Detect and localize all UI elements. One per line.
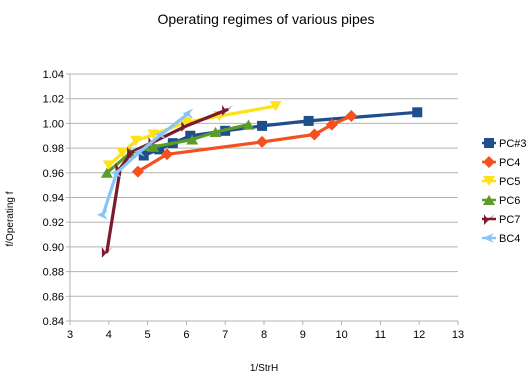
y-tick-label: 0.86 — [43, 291, 64, 303]
data-point — [325, 118, 338, 131]
data-point — [181, 120, 193, 132]
data-point — [257, 120, 268, 131]
series-line — [105, 108, 229, 254]
y-tick-label: 1.02 — [43, 94, 64, 106]
x-tick-label: 12 — [413, 329, 425, 341]
data-point — [269, 101, 282, 112]
legend-item: PC4 — [482, 156, 520, 169]
legend-label: PC#3 — [499, 138, 527, 150]
series-layer — [96, 101, 423, 258]
x-axis-title: 1/StrH — [250, 363, 278, 374]
y-tick-label: 0.90 — [43, 242, 64, 254]
data-point — [483, 156, 495, 168]
data-point — [182, 108, 194, 119]
legend-label: PC5 — [499, 176, 520, 188]
data-point — [127, 146, 139, 158]
data-point — [101, 246, 113, 258]
legend-label: PC6 — [499, 195, 520, 207]
data-point — [96, 209, 108, 220]
data-point — [308, 128, 321, 141]
data-point — [483, 176, 495, 186]
x-tick-label: 9 — [300, 329, 306, 341]
legend-label: BC4 — [499, 233, 520, 245]
data-point — [100, 167, 113, 178]
legend-item: PC#3 — [482, 138, 527, 150]
data-point — [131, 165, 144, 178]
x-tick-label: 8 — [261, 329, 267, 341]
legend-item: PC5 — [482, 176, 520, 188]
data-point — [102, 160, 115, 171]
legend-item: BC4 — [482, 233, 520, 245]
x-tick-label: 4 — [106, 329, 112, 341]
x-tick-label: 6 — [183, 329, 189, 341]
y-tick-label: 0.92 — [43, 217, 64, 229]
legend: PC#3 PC4 PC5 PC6 PC7 BC4 — [482, 138, 527, 245]
data-point — [484, 138, 494, 148]
legend-label: PC7 — [499, 214, 520, 226]
y-axis-title: f/Operating f — [5, 191, 16, 246]
chart-title: Operating regimes of various pipes — [157, 11, 374, 27]
y-tick-label: 1.00 — [43, 118, 64, 130]
data-point — [222, 104, 234, 116]
data-point — [147, 129, 160, 140]
data-point — [155, 129, 167, 140]
data-point — [180, 117, 193, 128]
data-point — [303, 115, 314, 126]
legend-item: PC7 — [482, 214, 520, 226]
data-point — [116, 148, 129, 159]
data-point — [161, 148, 173, 161]
y-tick-label: 0.94 — [43, 193, 64, 205]
y-tick-label: 0.84 — [43, 316, 64, 328]
legend-label: PC4 — [499, 157, 520, 169]
data-point — [412, 107, 423, 118]
axes: 0.84 0.86 0.88 0.90 0.92 0.94 0.96 0.98 1.00 1.02… — [43, 69, 465, 341]
data-point — [129, 135, 142, 146]
data-point — [209, 127, 222, 138]
grid — [70, 73, 458, 322]
legend-item: PC6 — [482, 195, 520, 207]
x-tick-label: 10 — [335, 329, 347, 341]
data-point — [345, 109, 358, 122]
series-pc6 — [100, 119, 255, 178]
y-tick-label: 1.04 — [43, 69, 64, 81]
data-point — [185, 130, 196, 141]
y-tick-label: 0.96 — [43, 168, 64, 180]
data-point — [110, 167, 122, 178]
x-tick-label: 11 — [375, 329, 386, 341]
y-tick-label: 0.98 — [43, 143, 64, 155]
data-point — [154, 144, 165, 155]
data-point — [483, 195, 495, 205]
data-point — [133, 146, 145, 157]
x-tick-label: 7 — [222, 329, 228, 341]
data-point — [484, 214, 495, 225]
x-tick-label: 5 — [145, 329, 151, 341]
x-tick-label: 3 — [67, 329, 73, 341]
data-point — [147, 141, 160, 152]
data-point — [256, 135, 269, 148]
data-point — [483, 233, 494, 243]
data-point — [242, 119, 255, 130]
x-tick-label: 13 — [452, 329, 464, 341]
series-pc4 — [131, 109, 358, 178]
y-tick-label: 0.88 — [43, 267, 64, 279]
series-bc4 — [96, 108, 194, 220]
data-point — [186, 134, 199, 145]
